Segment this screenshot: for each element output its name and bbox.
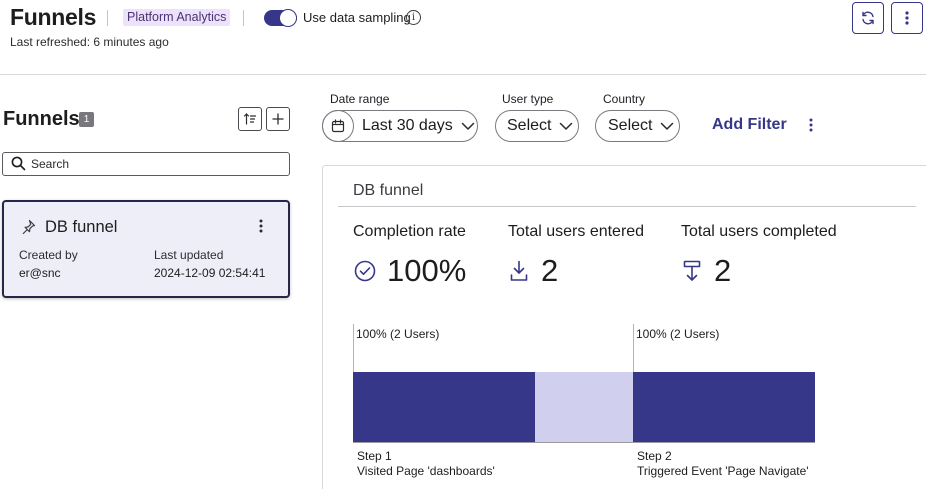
refresh-icon: [862, 11, 874, 25]
data-sampling-toggle[interactable]: [264, 9, 297, 27]
last-updated-label: Last updated: [154, 248, 224, 262]
completion-rate-value: 100%: [387, 253, 467, 288]
header-divider: [243, 10, 244, 26]
header-divider: [107, 10, 108, 26]
search-field[interactable]: [2, 152, 290, 176]
refresh-button[interactable]: [852, 2, 884, 34]
funnel-exit-icon: [683, 260, 701, 281]
created-by-label: Created by: [19, 248, 78, 262]
last-refreshed-text: Last refreshed: 6 minutes ago: [10, 35, 169, 49]
add-filter-button[interactable]: Add Filter: [712, 116, 787, 133]
country-label: Country: [603, 92, 646, 106]
funnels-list-heading: Funnels: [3, 108, 80, 130]
kebab-menu-icon: [905, 11, 909, 25]
data-sampling-label: Use data sampling: [303, 10, 411, 25]
user-type-select[interactable]: Select: [495, 110, 579, 142]
completion-rate-label: Completion rate: [353, 223, 466, 240]
funnel-detail-title: DB funnel: [353, 182, 424, 199]
download-tray-icon: [510, 260, 528, 281]
date-range-select[interactable]: Last 30 days: [322, 110, 478, 142]
panel-divider: [338, 206, 916, 207]
sort-button[interactable]: [238, 107, 262, 131]
plus-icon: [272, 113, 284, 125]
info-icon[interactable]: i: [406, 10, 421, 25]
funnel-count-badge: 1: [79, 112, 94, 127]
search-input[interactable]: [31, 156, 281, 172]
date-range-value: Last 30 days: [362, 117, 453, 134]
chevron-down-icon: [560, 122, 573, 130]
user-type-value: Select: [507, 117, 552, 134]
total-entered-label: Total users entered: [508, 223, 645, 240]
sort-icon: [243, 113, 257, 125]
country-value: Select: [608, 117, 653, 134]
check-circle-icon: [354, 260, 376, 282]
created-by-value: er@snc: [19, 266, 61, 280]
chevron-down-icon: [461, 122, 474, 130]
search-icon: [11, 156, 26, 171]
user-type-label: User type: [502, 92, 554, 106]
total-entered-value: 2: [541, 253, 559, 288]
funnel-card[interactable]: DB funnel Created by er@snc Last updated…: [2, 200, 290, 298]
more-options-button[interactable]: [891, 2, 923, 34]
app-tag: Platform Analytics: [123, 9, 231, 26]
total-completed-value: 2: [714, 253, 732, 288]
date-range-label: Date range: [330, 92, 390, 106]
total-completed-label: Total users completed: [681, 223, 837, 240]
add-funnel-button[interactable]: [266, 107, 290, 131]
toggle-knob: [279, 9, 297, 27]
calendar-button[interactable]: [322, 110, 354, 142]
pin-icon[interactable]: [20, 219, 36, 235]
kebab-menu-icon[interactable]: [259, 218, 263, 234]
calendar-icon: [331, 119, 345, 133]
funnel-detail-panel: [322, 165, 926, 489]
funnel-card-title: DB funnel: [45, 218, 118, 236]
page-header: Funnels Platform Analytics Use data samp…: [0, 0, 926, 75]
kebab-menu-icon[interactable]: [809, 117, 813, 133]
last-updated-value: 2024-12-09 02:54:41: [154, 266, 266, 280]
page-title: Funnels: [10, 4, 97, 30]
chevron-down-icon: [661, 122, 674, 130]
country-select[interactable]: Select: [595, 110, 680, 142]
